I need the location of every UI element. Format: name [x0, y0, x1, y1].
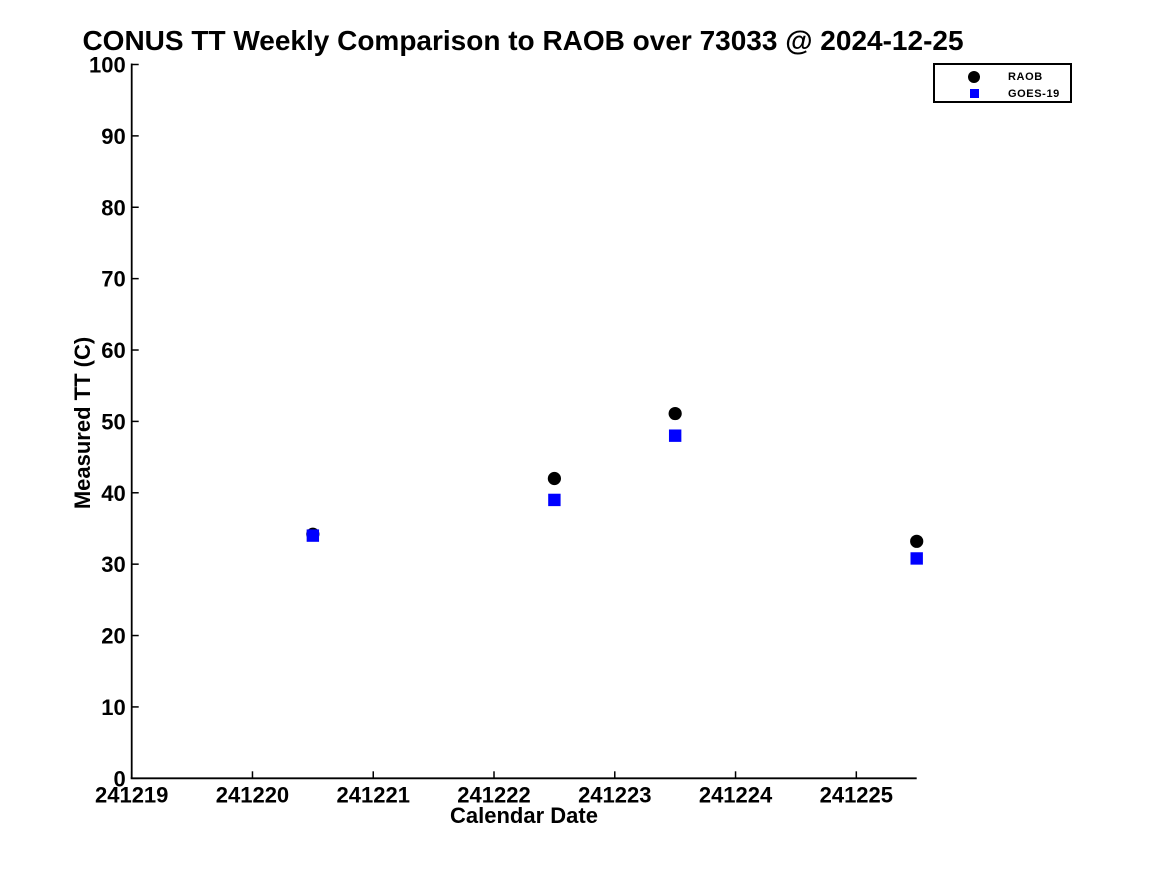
x-tick-label: 241222: [457, 782, 530, 807]
legend-item-raob: RAOB: [935, 68, 1070, 85]
y-tick-label: 80: [101, 195, 125, 220]
data-point-raob: [668, 406, 682, 421]
y-tick-label: 100: [89, 53, 126, 78]
legend-label-goes-19: GOES-19: [1008, 87, 1060, 100]
x-tick-label: 241224: [699, 782, 773, 807]
x-tick-label: 241225: [820, 782, 893, 807]
data-point-goes-19: [910, 552, 923, 565]
y-tick-label: 60: [101, 338, 125, 363]
data-point-raob: [547, 471, 561, 486]
data-point-goes-19: [668, 429, 682, 442]
legend: RAOB GOES-19: [933, 63, 1072, 103]
chart-title: CONUS TT Weekly Comparison to RAOB over …: [82, 25, 964, 56]
data-point-raob: [910, 534, 924, 548]
x-tick-label: 241220: [216, 782, 289, 807]
y-tick-label: 10: [101, 695, 125, 720]
data-point-goes-19: [306, 529, 320, 542]
y-tick-label: 50: [101, 409, 125, 434]
raob-circle-marker-icon: [968, 70, 980, 83]
y-tick-label: 40: [101, 481, 125, 506]
data-point-goes-19: [548, 493, 561, 507]
legend-item-goes-19: GOES-19: [935, 85, 1070, 102]
x-axis-label: Calendar Date: [450, 803, 598, 828]
y-tick-label: 90: [101, 124, 125, 149]
raob-circle-marker-icon: [968, 70, 980, 83]
goes-19-square-marker-icon: [968, 88, 980, 100]
y-tick-label: 0: [113, 766, 125, 791]
y-tick-label: 30: [101, 552, 125, 577]
y-tick-label: 70: [101, 267, 125, 292]
y-tick-label: 20: [101, 624, 125, 649]
goes-19-square-marker-icon: [969, 89, 979, 98]
x-tick-label: 241219: [95, 782, 168, 807]
legend-label-raob: RAOB: [1008, 70, 1043, 83]
x-tick-label: 241221: [337, 782, 410, 807]
x-tick-label: 241223: [578, 782, 651, 807]
